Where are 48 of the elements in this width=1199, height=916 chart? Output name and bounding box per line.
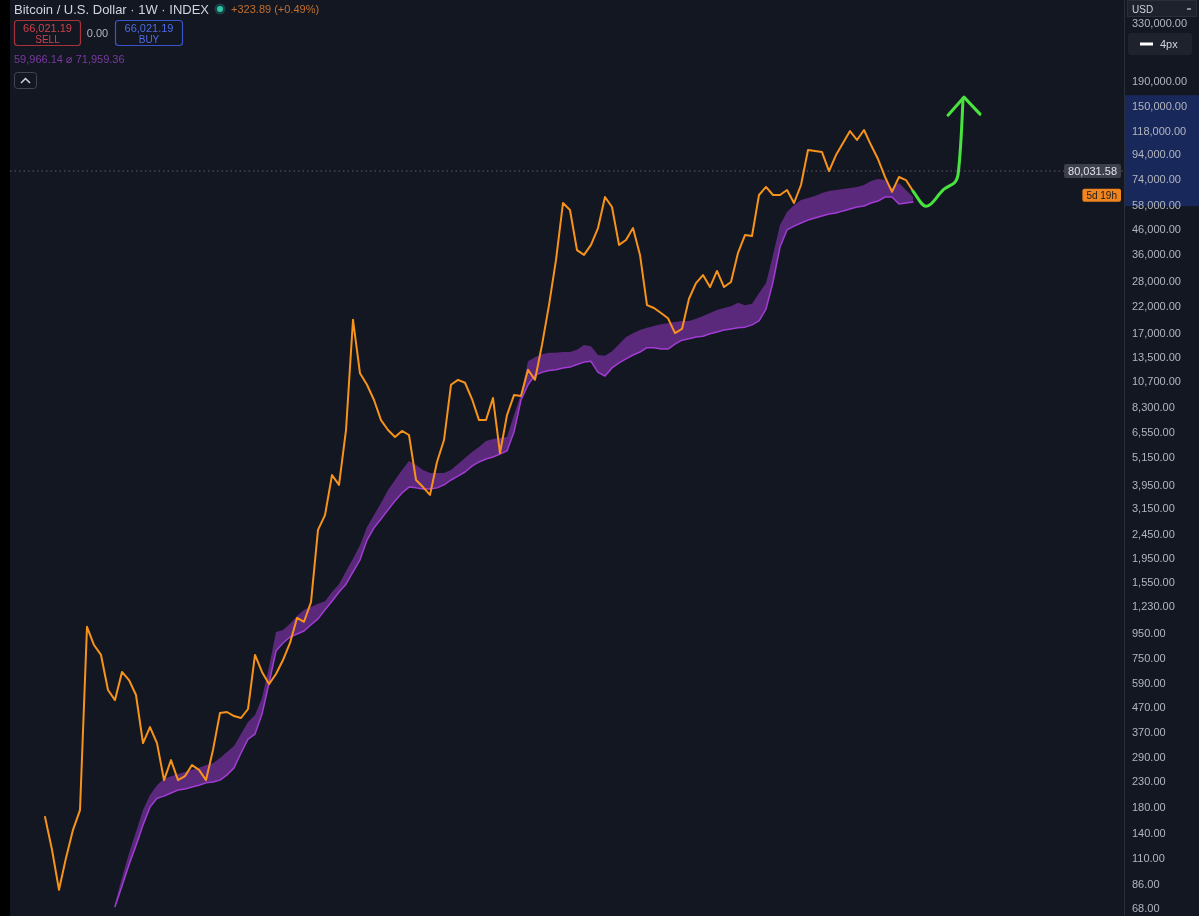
y-tick-label: 1,950.00 xyxy=(1132,552,1175,565)
y-tick-label: 330,000.00 xyxy=(1132,17,1188,30)
y-tick-label: 950.00 xyxy=(1132,627,1166,640)
y-tick-label: 3,150.00 xyxy=(1132,502,1175,515)
y-tick-label: 1,550.00 xyxy=(1132,576,1175,589)
y-tick-label: 74,000.00 xyxy=(1132,173,1181,186)
annotation: 0.00 xyxy=(86,27,109,39)
y-tick-label: 750.00 xyxy=(1132,651,1166,664)
y-tick-label: 68.00 xyxy=(1132,902,1160,915)
text: 4px xyxy=(1160,38,1179,50)
annotation: +323.89 (+0.49%) xyxy=(231,3,320,15)
y-tick-label: 118,000.00 xyxy=(1132,124,1187,137)
annotation: BUY xyxy=(138,33,160,45)
ref-line-label: 80,031.58 xyxy=(1068,165,1117,178)
annotation: 5d 19h xyxy=(1086,189,1117,201)
y-tick-label: 6,550.00 xyxy=(1132,425,1175,438)
y-tick-label: 3,950.00 xyxy=(1132,478,1175,491)
y-tick-label: 150,000.00 xyxy=(1132,99,1188,112)
y-tick-label: 2,450.00 xyxy=(1132,528,1175,541)
y-tick-label: 28,000.00 xyxy=(1132,274,1181,287)
y-tick-label: 230.00 xyxy=(1132,775,1166,788)
y-tick-label: 8,300.00 xyxy=(1132,401,1175,414)
y-tick-label: 36,000.00 xyxy=(1132,248,1181,261)
y-tick-label: 190,000.00 xyxy=(1132,74,1188,87)
y-tick-label: 10,700.00 xyxy=(1132,374,1181,387)
annotation: 66,021.19 xyxy=(23,22,72,34)
y-tick-label: 370.00 xyxy=(1132,725,1166,738)
y-tick-label: 470.00 xyxy=(1132,700,1166,713)
y-tick-label: 1,230.00 xyxy=(1132,600,1175,613)
y-tick-label: 58,000.00 xyxy=(1132,198,1181,211)
annotation: 66,021.19 xyxy=(124,22,174,34)
y-tick-label: 17,000.00 xyxy=(1132,326,1181,339)
y-tick-label: 110.00 xyxy=(1132,851,1165,864)
y-tick-label: 180.00 xyxy=(1132,800,1166,813)
annotation: 59,966.14 ⌀ 71,959.36 xyxy=(14,53,125,65)
chart-title: Bitcoin / U.S. Dollar · 1W · INDEX xyxy=(14,1,210,17)
y-tick-label: 46,000.00 xyxy=(1132,222,1181,235)
y-tick-label: 290.00 xyxy=(1132,750,1166,763)
y-tick-label: 140.00 xyxy=(1132,826,1166,839)
annotation: SELL xyxy=(35,33,61,45)
y-tick-label: 94,000.00 xyxy=(1132,148,1181,161)
y-tick-label: 86.00 xyxy=(1132,877,1160,890)
y-tick-label: 590.00 xyxy=(1132,676,1166,689)
line-series xyxy=(44,128,914,891)
y-tick-label: 13,500.00 xyxy=(1132,350,1181,363)
y-tick-label: 5,150.00 xyxy=(1132,451,1175,464)
text: USD xyxy=(1132,3,1154,15)
y-tick-label: 22,000.00 xyxy=(1132,299,1181,312)
